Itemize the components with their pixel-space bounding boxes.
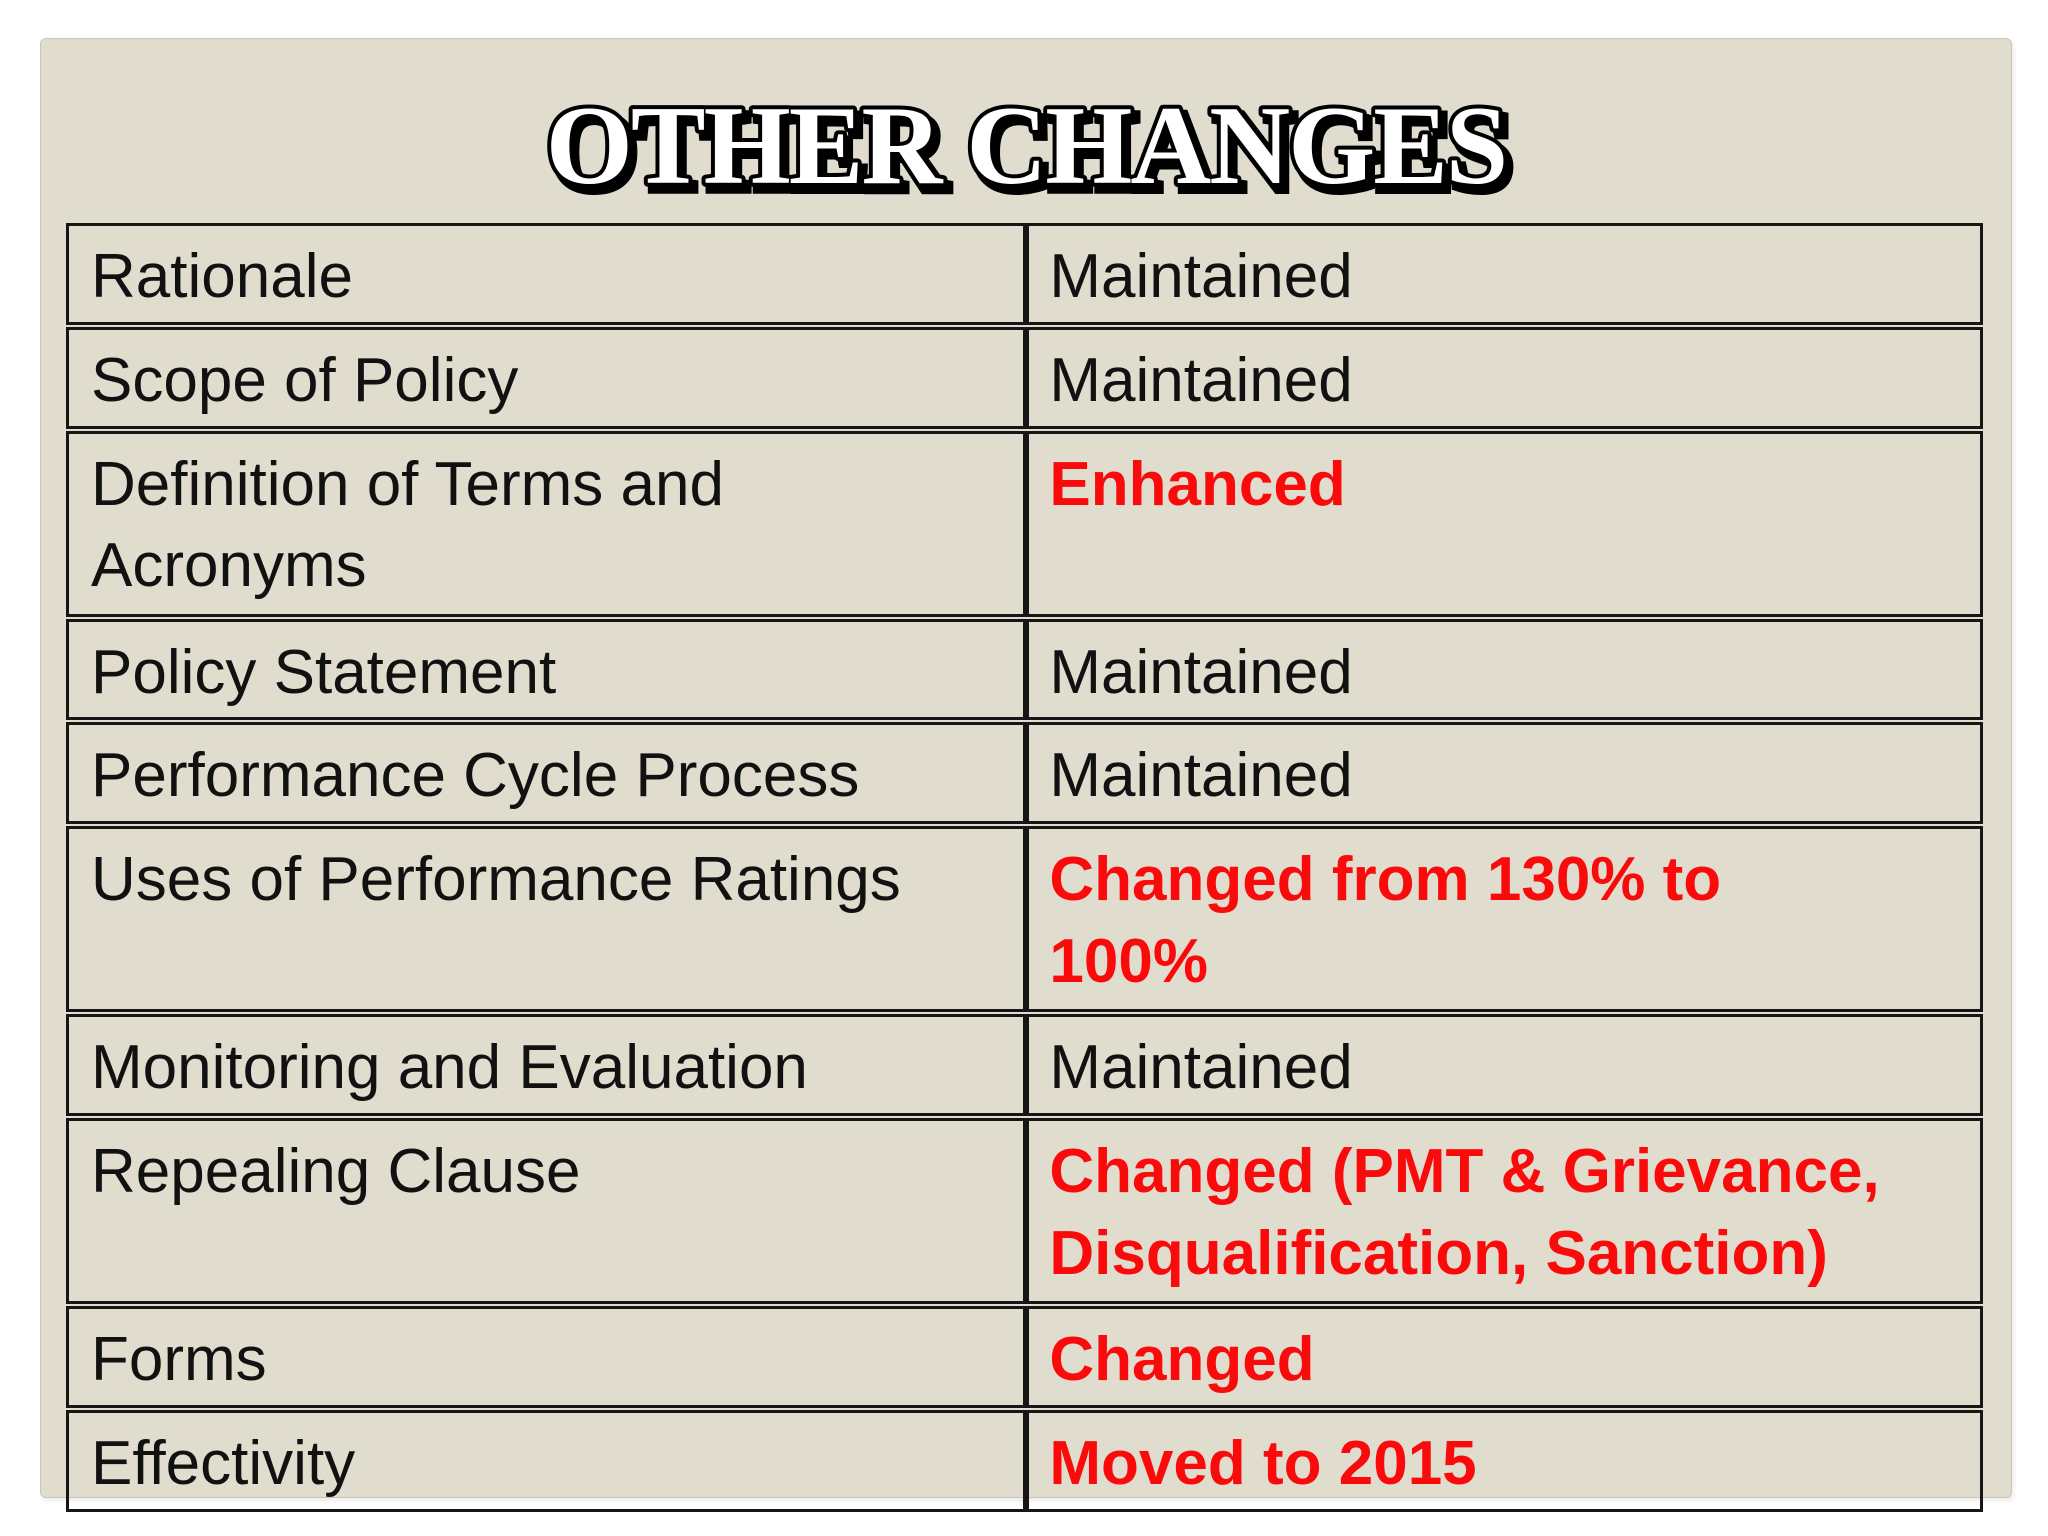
changes-table: Rationale Maintained Scope of Policy Mai…: [66, 221, 1983, 1514]
status-cell: Maintained: [1026, 223, 1983, 325]
status-cell: Maintained: [1026, 1014, 1983, 1117]
table-row: Uses of Performance Ratings Changed from…: [66, 826, 1983, 1013]
presentation-slide: OTHER CHANGES OTHER CHANGES Rationale Ma…: [40, 38, 2012, 1512]
section-label-cell: Monitoring and Evaluation: [66, 1014, 1027, 1117]
table-row: Forms Changed: [66, 1306, 1983, 1408]
table-row: Definition of Terms and Acronyms Enhance…: [66, 430, 1983, 617]
table-row: Scope of Policy Maintained: [66, 326, 1983, 429]
section-label-cell: Scope of Policy: [66, 326, 1027, 429]
section-label-cell: Definition of Terms and Acronyms: [66, 430, 1027, 617]
table-row: Effectivity Moved to 2015: [66, 1409, 1983, 1512]
status-cell: Changed: [1026, 1306, 1983, 1408]
section-label-cell: Effectivity: [66, 1409, 1027, 1512]
table-row: Repealing Clause Changed (PMT & Grievanc…: [66, 1118, 1983, 1305]
section-label-cell: Uses of Performance Ratings: [66, 826, 1027, 1013]
slide-title-shadow: OTHER CHANGES: [551, 90, 1511, 211]
status-cell: Enhanced: [1026, 430, 1983, 617]
slide-title: OTHER CHANGES: [546, 84, 1506, 208]
slide-title-wordart: OTHER CHANGES OTHER CHANGES: [542, 80, 1518, 211]
section-label-cell: Rationale: [66, 223, 1027, 325]
section-label-cell: Policy Statement: [66, 618, 1027, 721]
table-row: Monitoring and Evaluation Maintained: [66, 1014, 1983, 1117]
status-cell: Maintained: [1026, 618, 1983, 721]
status-cell: Changed from 130% to 100%: [1026, 826, 1983, 1013]
table-row: Performance Cycle Process Maintained: [66, 722, 1983, 825]
slide-title-area: OTHER CHANGES OTHER CHANGES: [41, 59, 2011, 211]
table-row: Policy Statement Maintained: [66, 618, 1983, 721]
status-cell: Maintained: [1026, 722, 1983, 825]
status-cell: Maintained: [1026, 326, 1983, 429]
table-row: Rationale Maintained: [66, 223, 1983, 325]
status-cell: Moved to 2015: [1026, 1409, 1983, 1512]
section-label-cell: Performance Cycle Process: [66, 722, 1027, 825]
section-label-cell: Repealing Clause: [66, 1118, 1027, 1305]
status-cell: Changed (PMT & Grievance, Disqualificati…: [1026, 1118, 1983, 1305]
section-label-cell: Forms: [66, 1306, 1027, 1408]
